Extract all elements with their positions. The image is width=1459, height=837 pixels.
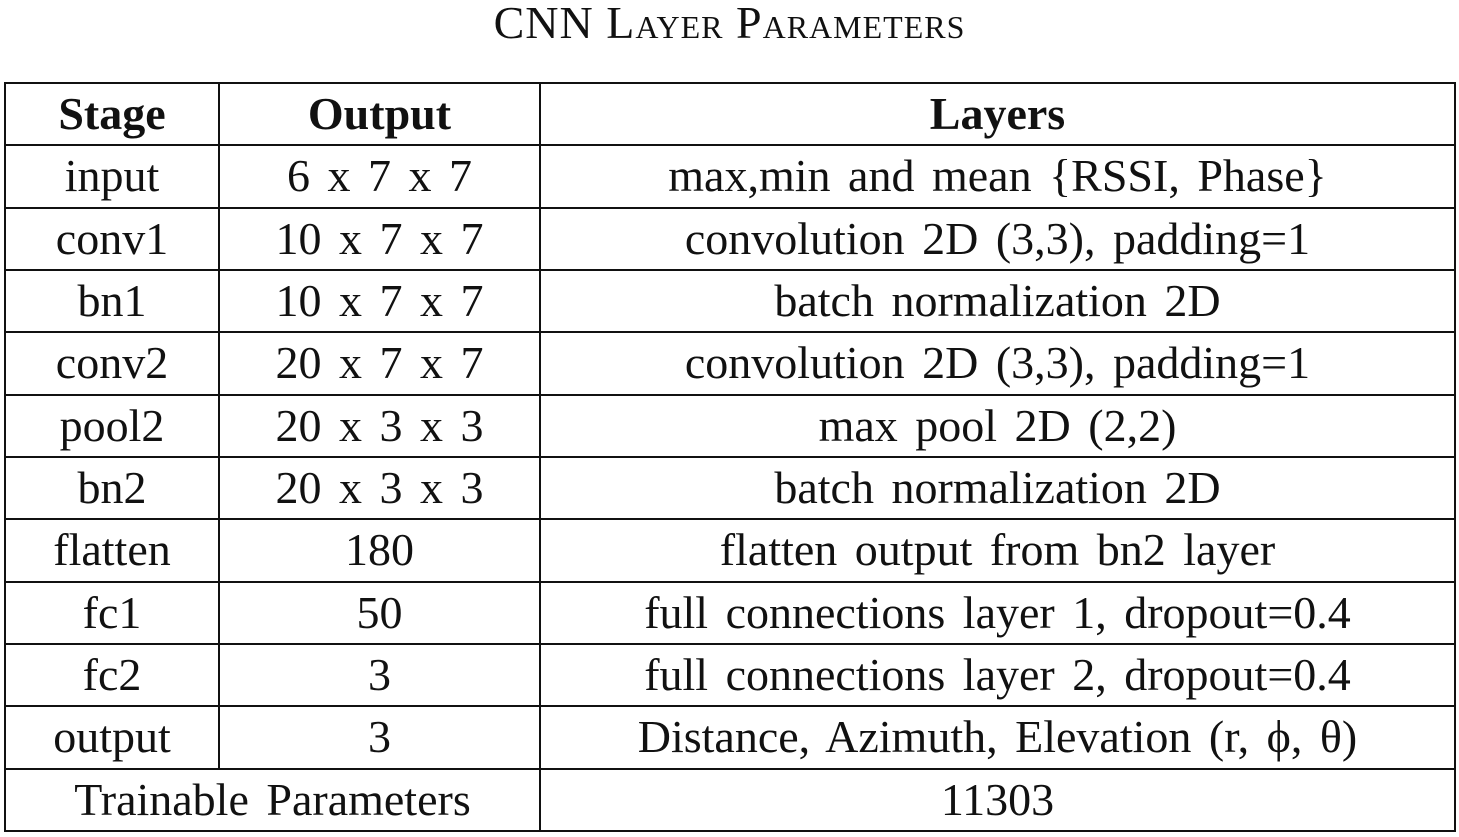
- table-row: output 3 Distance, Azimuth, Elevation (r, …: [4, 705, 1456, 770]
- table-cell: flatten: [4, 518, 220, 583]
- table-cell: 3: [218, 642, 541, 708]
- table-row: bn2 20 x 3 x 3 batch normalization 2D: [4, 455, 1456, 521]
- table-cell: full connections layer 2, dropout=0.4: [539, 642, 1456, 708]
- table-row: fc2 3 full connections layer 2, dropout=0.…: [4, 642, 1456, 708]
- table-cell: convolution 2D (3,3), padding=1: [539, 206, 1456, 271]
- table-cell: full connections layer 1, dropout=0.4: [539, 580, 1456, 645]
- table-cell: 20 x 3 x 3: [218, 393, 541, 458]
- table-cell: 20 x 7 x 7: [218, 331, 541, 396]
- table-cell: 50: [218, 580, 541, 645]
- table-cell: 10 x 7 x 7: [218, 268, 541, 334]
- table-cell: batch normalization 2D: [539, 455, 1456, 521]
- header-cell: Stage: [4, 81, 220, 147]
- table-cell: max pool 2D (2,2): [539, 393, 1456, 458]
- header-cell: Layers: [539, 81, 1456, 147]
- table-cell: fc2: [4, 642, 220, 708]
- table-row: fc1 50 full connections layer 1, dropout=0…: [4, 580, 1456, 645]
- table-cell: 10 x 7 x 7: [218, 206, 541, 271]
- table-row: bn1 10 x 7 x 7 batch normalization 2D: [4, 268, 1456, 334]
- parameter-table: Stage Output Layers input 6 x 7 x 7 max,min a…: [4, 81, 1456, 833]
- table-cell: bn1: [4, 268, 220, 334]
- table-cell: input: [4, 144, 220, 209]
- table-cell: pool2: [4, 393, 220, 458]
- table-row: flatten 180 flatten output from bn2 layer: [4, 518, 1456, 583]
- table-cell: output: [4, 705, 220, 770]
- header-row: Stage Output Layers: [4, 81, 1456, 147]
- table-row: conv2 20 x 7 x 7 convolution 2D (3,3), pad…: [4, 331, 1456, 396]
- table-row: conv1 10 x 7 x 7 convolution 2D (3,3), pad…: [4, 206, 1456, 271]
- table-cell: conv2: [4, 331, 220, 396]
- table-row: input 6 x 7 x 7 max,min and mean {RSSI, Ph…: [4, 144, 1456, 209]
- table-cell: flatten output from bn2 layer: [539, 518, 1456, 583]
- footer-label: Trainable Parameters: [4, 767, 541, 833]
- table-cell: 3: [218, 705, 541, 770]
- table-cell: 180: [218, 518, 541, 583]
- table-cell: convolution 2D (3,3), padding=1: [539, 331, 1456, 396]
- footer-value: 11303: [539, 767, 1456, 833]
- table-cell: fc1: [4, 580, 220, 645]
- table-cell: 20 x 3 x 3: [218, 455, 541, 521]
- table-row: pool2 20 x 3 x 3 max pool 2D (2,2): [4, 393, 1456, 458]
- header-cell: Output: [218, 81, 541, 147]
- table-cell: batch normalization 2D: [539, 268, 1456, 334]
- footer-row: Trainable Parameters 11303: [4, 767, 1456, 833]
- table-cell: conv1: [4, 206, 220, 271]
- table-cell: 6 x 7 x 7: [218, 144, 541, 209]
- table-cell: bn2: [4, 455, 220, 521]
- table-cell: Distance, Azimuth, Elevation (r, ϕ, θ): [539, 705, 1456, 770]
- table-cell: max,min and mean {RSSI, Phase}: [539, 144, 1456, 209]
- table-title: CNN Layer Parameters: [493, 0, 966, 48]
